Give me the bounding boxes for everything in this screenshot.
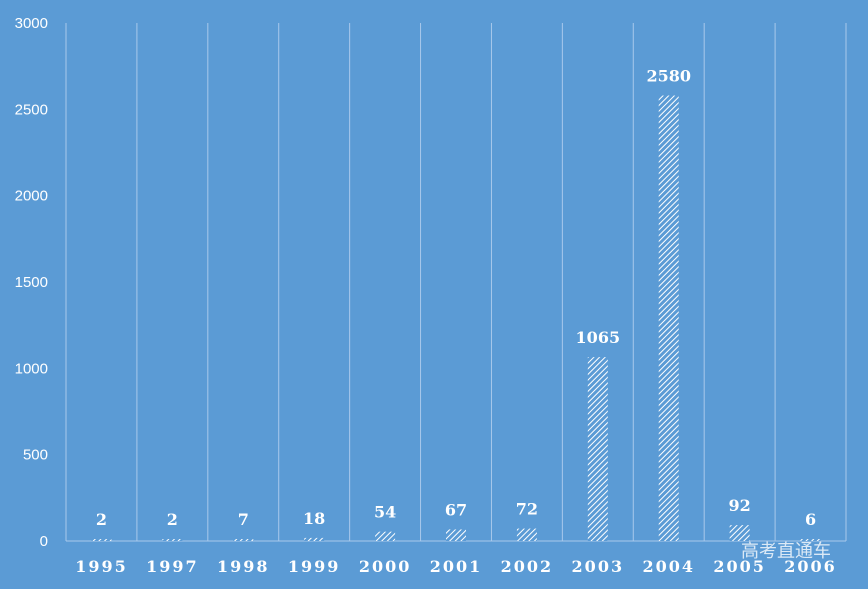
- x-tick-label: 1999: [288, 557, 341, 576]
- bar: [91, 539, 112, 541]
- data-label: 67: [445, 500, 467, 519]
- data-labels: 2 2 7 18 54 67 72 1065 2580 92 6: [96, 67, 816, 529]
- bar: [304, 537, 325, 541]
- x-tick-label: 2000: [359, 557, 412, 576]
- bars: [91, 95, 821, 542]
- data-label: 2: [167, 510, 178, 529]
- x-tick-label: 2005: [713, 557, 766, 576]
- x-tick-label: 1995: [75, 557, 128, 576]
- x-tick-label: 2001: [430, 557, 483, 576]
- x-tick-label: 2004: [642, 557, 695, 576]
- x-tick-label: 2003: [572, 557, 625, 576]
- y-tick-label: 1500: [15, 274, 48, 291]
- bar: [375, 531, 396, 541]
- x-tick-label: 1997: [146, 557, 199, 576]
- bar: [729, 525, 750, 541]
- bar: [658, 95, 679, 542]
- bar: [800, 539, 821, 541]
- bar: [446, 529, 466, 541]
- bar: [516, 528, 537, 541]
- bar: [587, 357, 608, 541]
- data-label: 54: [374, 503, 396, 522]
- y-tick-label: 3000: [15, 15, 48, 32]
- x-tick-label: 2006: [784, 557, 837, 576]
- y-tick-label: 0: [40, 533, 48, 550]
- data-label: 18: [303, 509, 325, 528]
- data-label: 92: [729, 496, 751, 515]
- y-tick-label: 2500: [15, 101, 48, 118]
- gridlines: [65, 23, 847, 541]
- watermark: 高考直通车: [741, 541, 831, 562]
- y-tick-label: 500: [23, 447, 48, 464]
- data-label: 2580: [646, 67, 691, 86]
- data-label: 6: [805, 510, 816, 529]
- axes: 0 500 1000 1500 2000 2500 3000 1995 1997 1998 1999…: [15, 15, 846, 576]
- data-label: 7: [238, 510, 249, 529]
- x-tick-label: 2002: [501, 557, 554, 576]
- data-label: 72: [516, 500, 538, 519]
- bar: [162, 539, 183, 541]
- y-tick-label: 1000: [15, 360, 48, 377]
- bar: [233, 539, 254, 541]
- y-tick-label: 2000: [15, 188, 48, 205]
- data-label: 1065: [576, 328, 621, 347]
- x-tick-label: 1998: [217, 557, 270, 576]
- data-label: 2: [96, 510, 107, 529]
